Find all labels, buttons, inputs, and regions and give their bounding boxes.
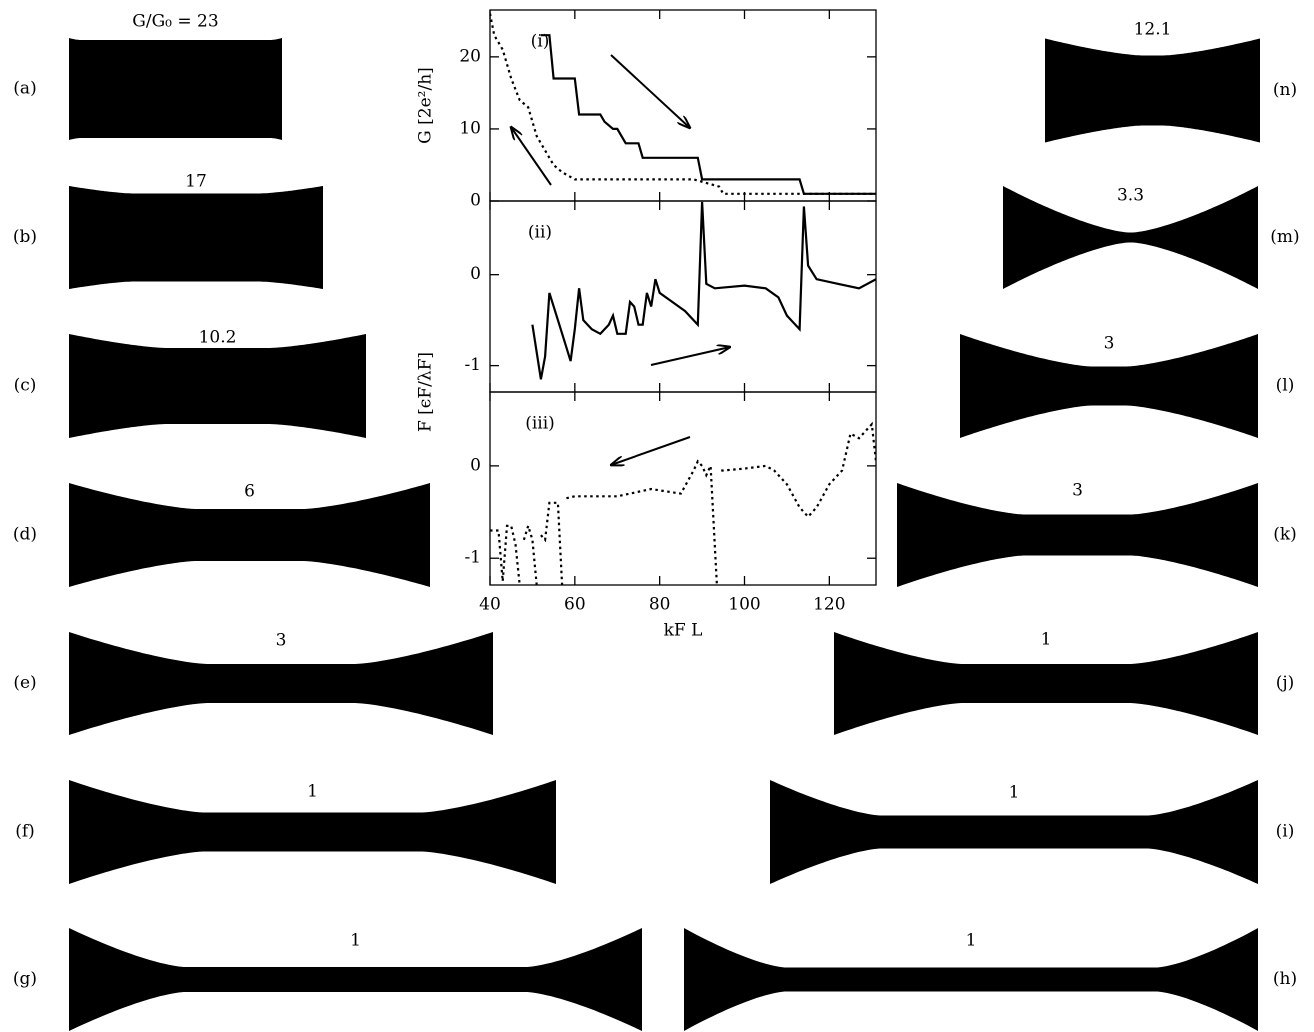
panel-letter: (k): [1273, 525, 1297, 545]
arrow: [650, 347, 730, 366]
panel-letter: (h): [1273, 969, 1297, 989]
conductance-label: 1: [966, 931, 977, 951]
y-tick-label: 20: [459, 46, 481, 66]
wire-shape: [834, 632, 1258, 735]
conductance-label: 3: [276, 631, 287, 651]
conductance-label: 17: [185, 172, 207, 192]
conductance-label: 3.3: [1117, 186, 1144, 206]
conductance-label: 1: [307, 782, 318, 802]
conductance-label: 3: [1072, 481, 1083, 501]
wire-shape: [960, 334, 1258, 438]
panel-letter: (d): [13, 525, 37, 545]
axes-frame: [489, 391, 877, 586]
y-tick-label: -1: [464, 355, 481, 375]
panel-label: (ii): [528, 223, 552, 243]
x-axis-label: kF L: [664, 621, 703, 641]
x-tick-label: 60: [564, 595, 586, 615]
data-line: [490, 421, 876, 585]
data-line: [490, 13, 876, 195]
y-tick-label: 0: [470, 455, 481, 475]
arrow: [511, 127, 552, 186]
y-axis-label: F [ϵF/λF]: [416, 352, 436, 432]
conductance-label: 10.2: [199, 328, 237, 348]
x-tick-label: 120: [813, 595, 845, 615]
panel-letter: (m): [1270, 227, 1299, 247]
conductance-label: 1: [350, 931, 361, 951]
panel-letter: (f): [15, 822, 35, 842]
panel-letter: (b): [13, 227, 37, 247]
conductance-label: 12.1: [1134, 20, 1172, 40]
wire-shape: [1045, 38, 1260, 143]
panel-letter: (c): [14, 376, 37, 396]
arrow: [611, 436, 691, 465]
wire-shape: [770, 780, 1258, 884]
conductance-label: 1: [1041, 630, 1052, 650]
panel-label: (iii): [525, 414, 555, 434]
panel-letter: (n): [1273, 80, 1297, 100]
y-tick-label: 0: [470, 264, 481, 284]
wire-shape: [69, 38, 282, 140]
wire-shape: [69, 632, 493, 735]
wire-shape: [69, 186, 323, 289]
data-line: [531, 201, 876, 380]
data-line: [540, 34, 876, 195]
panel-letter: (g): [13, 969, 37, 989]
conductance-label: 3: [1104, 334, 1115, 354]
conductance-label: 1: [1009, 783, 1020, 803]
wire-shape: [897, 483, 1258, 587]
arrow: [610, 54, 690, 128]
panel-letter: (i): [1276, 822, 1295, 842]
y-tick-label: 0: [470, 191, 481, 211]
panel-letter: (e): [13, 673, 36, 693]
y-axis-label: G [2e²/h]: [416, 67, 436, 144]
wire-shape: [69, 334, 366, 438]
x-tick-label: 100: [728, 595, 760, 615]
wire-shape: [69, 780, 556, 884]
y-tick-label: 10: [459, 118, 481, 138]
panel-letter: (a): [13, 79, 36, 99]
conductance-label: G/G₀ = 23: [132, 12, 218, 32]
panel-letter: (j): [1276, 673, 1295, 693]
wire-shape: [684, 928, 1258, 1031]
wire-shape: [1003, 186, 1258, 289]
conductance-label: 6: [244, 482, 255, 502]
x-tick-label: 80: [649, 595, 671, 615]
panel-label: (i): [531, 32, 550, 52]
wire-shape: [69, 483, 430, 587]
x-tick-label: 40: [479, 595, 501, 615]
y-tick-label: -1: [464, 548, 481, 568]
panel-letter: (l): [1276, 376, 1295, 396]
wire-shape: [69, 928, 642, 1031]
